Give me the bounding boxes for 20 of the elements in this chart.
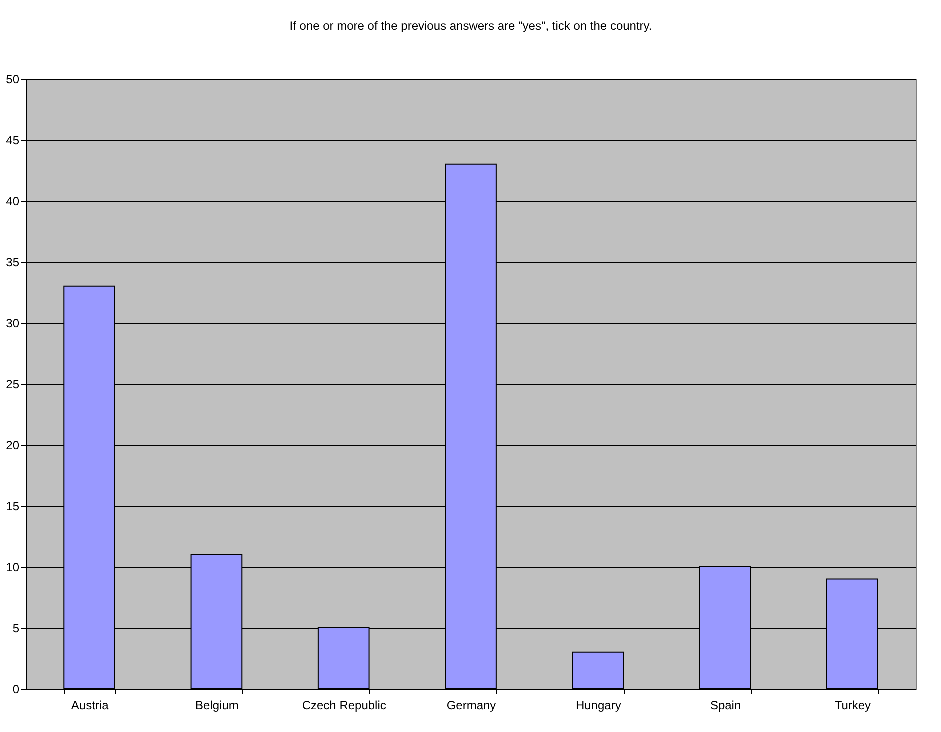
y-tick-label: 10 xyxy=(6,560,20,574)
x-tick-label: Hungary xyxy=(576,698,622,712)
chart-title: If one or more of the previous answers are "yes", tick on the country. xyxy=(290,19,652,33)
y-tick-label: 15 xyxy=(6,500,20,514)
bar xyxy=(572,652,624,690)
x-tick-label: Turkey xyxy=(834,698,872,712)
x-tick-label: Czech Republic xyxy=(302,698,386,712)
x-tick-label: Germany xyxy=(446,698,496,712)
y-tick-label: 30 xyxy=(6,316,20,330)
x-tick-label: Spain xyxy=(710,698,742,712)
x-tick-label: Belgium xyxy=(196,698,239,712)
y-tick-label: 45 xyxy=(6,134,20,148)
y-tick-label: 20 xyxy=(6,438,20,452)
y-tick-label: 35 xyxy=(6,256,20,270)
y-tick-label: 0 xyxy=(12,682,20,696)
y-tick-label: 25 xyxy=(6,378,20,392)
y-tick-label: 40 xyxy=(6,194,20,208)
x-tick-label: Austria xyxy=(71,698,110,712)
y-tick-label: 50 xyxy=(6,72,20,86)
y-tick-label: 5 xyxy=(12,622,20,636)
